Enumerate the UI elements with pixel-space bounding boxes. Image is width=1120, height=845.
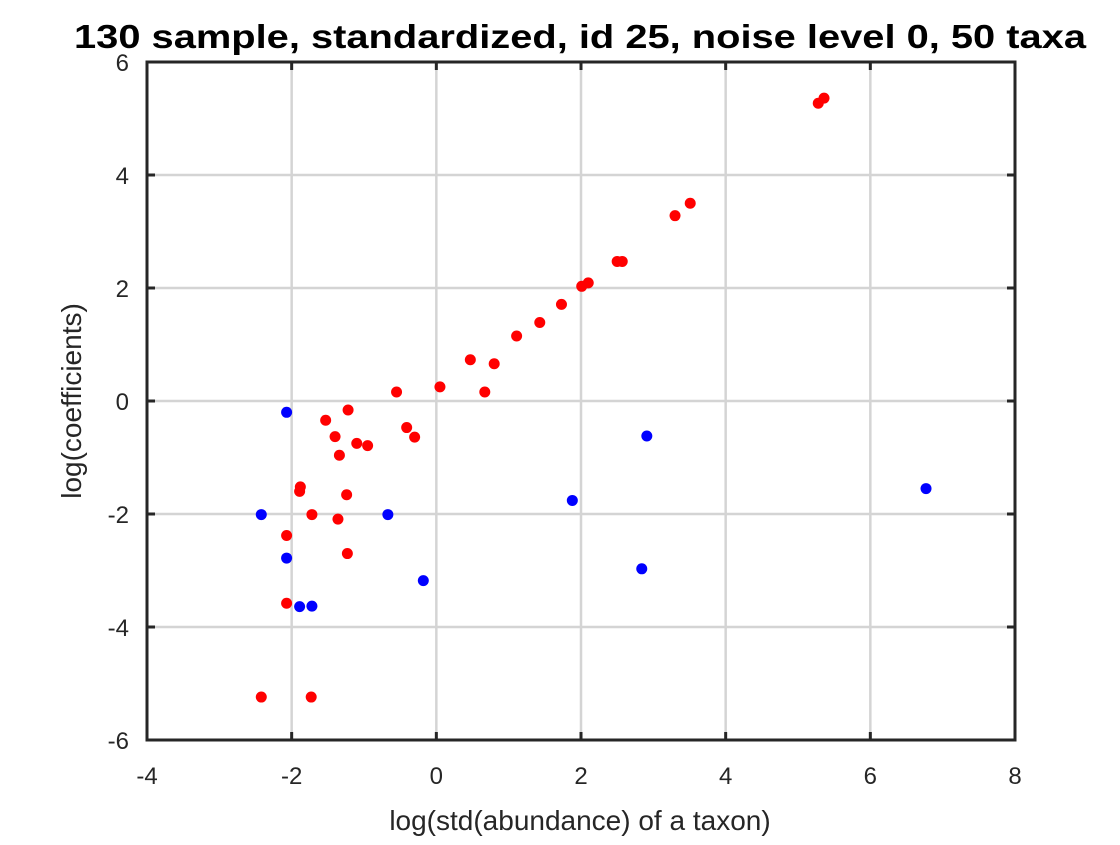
red-data-point <box>555 298 567 310</box>
blue-data-point <box>294 601 306 613</box>
blue-data-point <box>281 552 293 564</box>
red-data-point <box>511 330 523 342</box>
x-tick-label: 6 <box>864 763 877 790</box>
x-tick-label: -2 <box>281 763 302 790</box>
y-tick-label: 6 <box>116 50 129 77</box>
ticks-layer <box>145 60 1017 742</box>
red-data-point <box>294 485 306 497</box>
red-data-point <box>534 316 546 328</box>
red-data-point <box>464 354 476 366</box>
red-data-point <box>329 431 341 443</box>
red-data-point <box>332 513 344 525</box>
grid-layer <box>147 62 1015 740</box>
x-tick-label: 0 <box>430 763 443 790</box>
red-data-point <box>479 386 491 398</box>
red-data-point <box>255 691 267 703</box>
red-data-point <box>611 255 623 267</box>
blue-data-point <box>306 600 318 612</box>
red-data-point <box>341 489 353 501</box>
y-tick-label: -2 <box>108 502 129 529</box>
y-tick-label: -6 <box>108 728 129 755</box>
red-data-point <box>409 431 421 443</box>
y-tick-label: 0 <box>116 389 129 416</box>
red-data-point <box>684 197 696 209</box>
x-tick-label: 4 <box>719 763 732 790</box>
red-data-point <box>391 386 403 398</box>
red-data-point <box>342 404 354 416</box>
y-tick-label: 4 <box>116 163 129 190</box>
red-data-point <box>333 449 345 461</box>
red-data-point <box>351 437 363 449</box>
x-tick-label: -4 <box>136 763 157 790</box>
red-data-point <box>320 414 332 426</box>
red-data-point <box>576 280 588 292</box>
y-tick-label: 2 <box>116 276 129 303</box>
x-tick-label: 2 <box>574 763 587 790</box>
blue-data-point <box>255 509 267 521</box>
blue-data-point <box>417 575 429 587</box>
red-data-point <box>669 210 681 222</box>
blue-data-point <box>641 430 653 442</box>
red-data-point <box>434 381 446 393</box>
x-axis-label: log(std(abundance) of a taxon) <box>389 805 770 836</box>
y-axis-label: log(coefficients) <box>56 303 87 499</box>
red-data-point <box>306 509 318 521</box>
blue-data-point <box>382 509 394 521</box>
red-data-point <box>305 691 317 703</box>
chart-title: 130 sample, standardized, id 25, noise l… <box>74 18 1087 55</box>
red-data-point <box>281 597 293 609</box>
blue-data-point <box>636 563 648 575</box>
red-data-point <box>812 97 824 109</box>
red-data-point <box>281 529 293 541</box>
blue-data-point <box>281 406 293 418</box>
blue-data-point <box>566 494 578 506</box>
points-layer <box>255 92 932 703</box>
red-data-point <box>341 548 353 560</box>
red-data-point <box>362 440 374 452</box>
tick-labels-layer: -4 -2 0 2 4 6 8 -6 -4 -2 0 2 4 6 <box>108 50 1022 790</box>
red-data-point <box>401 422 413 434</box>
y-tick-label: -4 <box>108 615 129 642</box>
blue-data-point <box>920 483 932 495</box>
red-data-point <box>488 358 500 370</box>
x-tick-label: 8 <box>1008 763 1021 790</box>
